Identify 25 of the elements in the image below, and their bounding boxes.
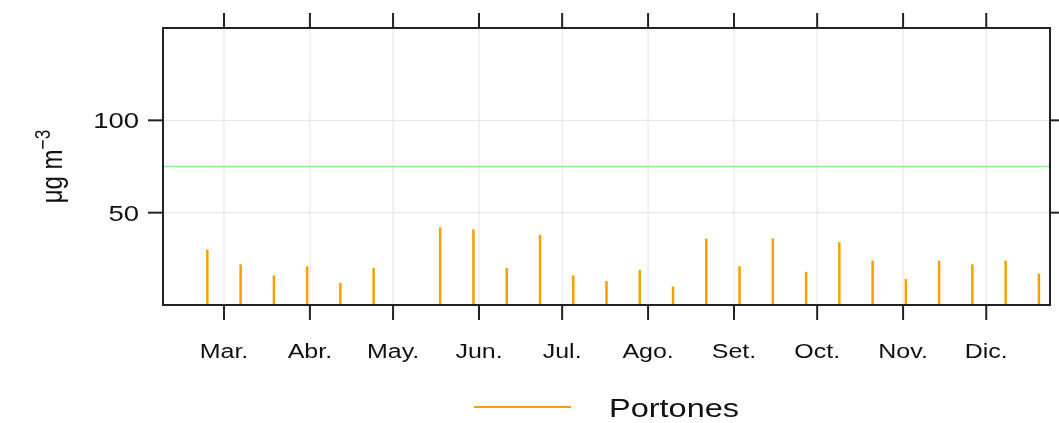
bar xyxy=(472,229,475,305)
x-tick-label: Ago. xyxy=(622,340,674,363)
bar xyxy=(738,266,741,305)
x-tick-label: Abr. xyxy=(287,340,333,363)
bar xyxy=(372,268,375,305)
x-tick-label: May. xyxy=(366,340,420,363)
x-tick-label: Mar. xyxy=(199,340,249,363)
x-tick-label: Dic. xyxy=(964,340,1008,363)
x-tick-label: Jun. xyxy=(455,340,503,363)
bar xyxy=(505,268,508,305)
x-tick-label: Jul. xyxy=(542,340,582,363)
bar xyxy=(339,282,342,305)
bar xyxy=(1004,260,1007,305)
y-tick-label: 50 xyxy=(108,200,139,226)
x-tick-label: Nov. xyxy=(878,340,928,363)
x-tick-label: Oct. xyxy=(794,340,841,363)
bar xyxy=(871,260,874,305)
y-tick-label: 100 xyxy=(93,108,139,133)
bar xyxy=(605,280,608,305)
legend-label: Portones xyxy=(609,393,740,423)
x-tick-label: Set. xyxy=(711,340,757,363)
bar xyxy=(239,264,242,305)
bar xyxy=(838,242,841,305)
bar xyxy=(971,264,974,305)
bar xyxy=(705,238,708,305)
